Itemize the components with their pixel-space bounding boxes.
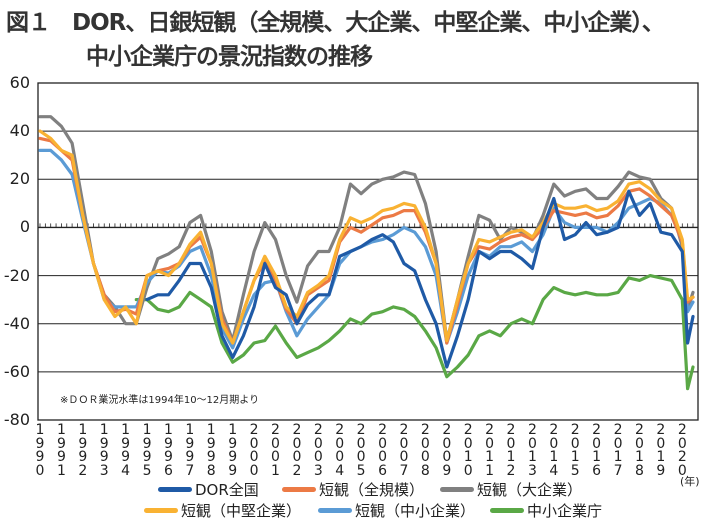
legend-swatch [144, 508, 178, 513]
series-line-DOR全国 [145, 189, 695, 369]
x-tick-label: 2016 [592, 422, 602, 479]
legend-label: 中小企業庁 [527, 502, 603, 520]
y-tick-label: 0 [19, 217, 30, 237]
legend-item-tankan-medium: 短観（中堅企業） [144, 500, 301, 521]
legend-item-tankan-small: 短観（中小企業） [318, 500, 475, 521]
x-tick-label: 2005 [356, 422, 366, 479]
x-tick-label: 2013 [527, 422, 537, 479]
legend-label: DOR全国 [195, 481, 259, 499]
x-tick-label: 1994 [121, 422, 131, 479]
y-tick-label: -80 [3, 410, 30, 429]
x-axis-unit: (年) [680, 475, 700, 488]
chart-note: ※ＤＯＲ業況水準は1994年10～12月期より [60, 395, 260, 406]
series-line-中小企業庁 [134, 274, 695, 391]
figure-label: 図１ [6, 10, 51, 36]
legend-item-sme-agency: 中小企業庁 [490, 500, 602, 521]
legend-item-tankan-all: 短観（全規模） [282, 479, 424, 500]
x-tick-label: 1995 [142, 422, 152, 479]
legend-swatch [282, 487, 316, 492]
y-tick-label: -60 [3, 361, 30, 381]
y-tick-label: 60 [9, 73, 30, 92]
y-tick-label: -20 [3, 265, 30, 285]
x-tick-label: 1999 [228, 422, 238, 479]
x-tick-label: 1990 [35, 422, 45, 479]
legend-item-dor: DOR全国 [158, 479, 259, 500]
title-line2: 中小企業庁の景況指数の推移 [86, 44, 373, 70]
chart-title: 図１ DOR、日銀短観（全規模、大企業、中堅企業、中小企業）、 中小企業庁の景況指… [6, 6, 665, 74]
x-tick-label: 1996 [163, 422, 173, 479]
x-tick-label: 2015 [570, 422, 580, 479]
x-tick-label: 2007 [399, 422, 409, 479]
legend-label: 短観（中堅企業） [181, 502, 302, 520]
x-tick-label: 1998 [206, 422, 216, 479]
x-tick-label: 2002 [292, 422, 302, 479]
x-tick-label: 2012 [506, 422, 516, 479]
series-line-短観（中堅企業） [38, 129, 695, 345]
x-tick-label: 2009 [442, 422, 452, 479]
legend-swatch [490, 508, 524, 513]
x-tick-label: 2010 [463, 422, 473, 479]
legend-swatch [440, 487, 474, 492]
plot-frame [37, 82, 699, 421]
x-tick-label: 2017 [613, 422, 623, 479]
x-tick-label: 2006 [378, 422, 387, 479]
x-tick-label: 2020 [677, 422, 687, 479]
x-tick-label: 2001 [271, 422, 280, 479]
legend-swatch [318, 508, 352, 513]
x-tick-label: 1991 [56, 422, 66, 479]
y-tick-label: 20 [9, 169, 30, 189]
x-tick-label: 2003 [313, 422, 323, 479]
legend-label: 短観（中小企業） [355, 502, 476, 520]
x-tick-label: 1993 [99, 422, 109, 479]
x-tick-label: 2008 [420, 422, 430, 479]
legend-swatch [158, 487, 192, 492]
legend-label: 短観（大企業） [477, 481, 583, 499]
x-tick-label: 1992 [78, 422, 88, 479]
y-tick-label: -40 [3, 313, 30, 333]
x-tick-label: 1997 [185, 422, 195, 479]
x-tick-label: 2014 [549, 422, 559, 479]
title-line1: DOR、日銀短観（全規模、大企業、中堅企業、中小企業）、 [72, 10, 665, 36]
x-tick-label: 2004 [335, 422, 345, 479]
x-tick-label: 2019 [656, 422, 666, 479]
y-tick-label: 40 [9, 121, 30, 141]
legend-label: 短観（全規模） [319, 481, 425, 499]
x-tick-label: 2018 [635, 422, 644, 479]
x-tick-label: 2011 [485, 422, 495, 479]
x-tick-label: 2000 [249, 422, 259, 479]
legend-item-tankan-large: 短観（大企業） [440, 479, 582, 500]
series-line-短観（中小企業） [38, 148, 695, 350]
